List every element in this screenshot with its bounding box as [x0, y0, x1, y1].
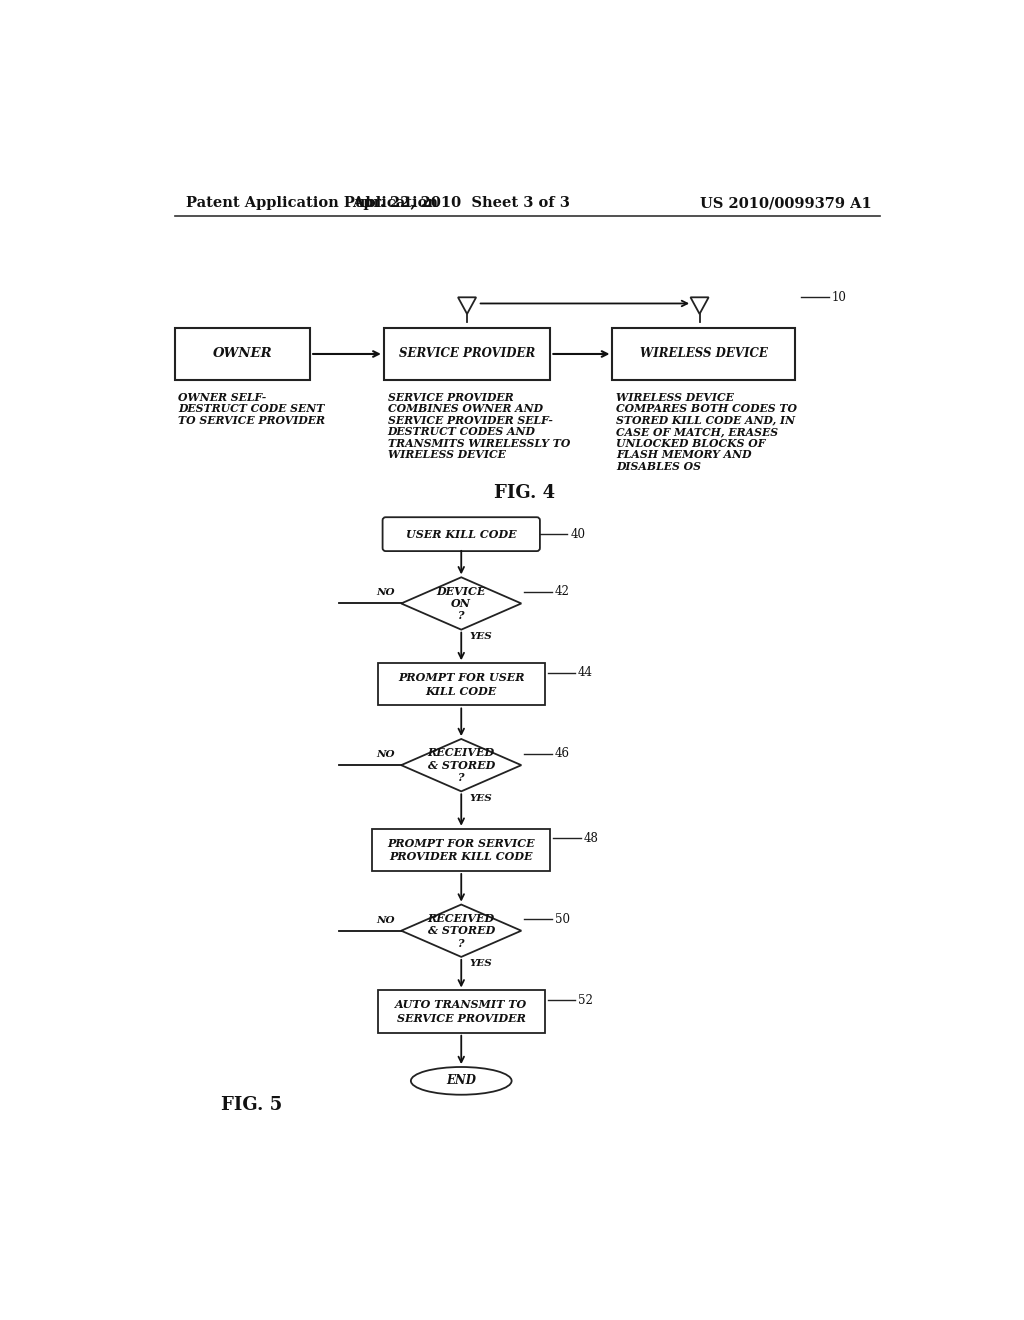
Text: WIRELESS DEVICE: WIRELESS DEVICE — [388, 449, 506, 461]
FancyBboxPatch shape — [383, 517, 540, 552]
Text: FIG. 5: FIG. 5 — [221, 1096, 283, 1114]
Text: Apr. 22, 2010  Sheet 3 of 3: Apr. 22, 2010 Sheet 3 of 3 — [352, 197, 570, 210]
Text: DISABLES OS: DISABLES OS — [616, 461, 701, 473]
Text: SERVICE PROVIDER SELF-: SERVICE PROVIDER SELF- — [388, 414, 553, 426]
Text: YES: YES — [469, 960, 492, 968]
Text: 50: 50 — [555, 912, 569, 925]
Text: FIG. 4: FIG. 4 — [495, 484, 555, 502]
Text: FLASH MEMORY AND: FLASH MEMORY AND — [616, 449, 752, 461]
Text: 48: 48 — [584, 832, 599, 845]
Text: STORED KILL CODE AND, IN: STORED KILL CODE AND, IN — [616, 414, 796, 426]
Ellipse shape — [411, 1067, 512, 1094]
Text: 52: 52 — [578, 994, 593, 1007]
Text: UNLOCKED BLOCKS OF: UNLOCKED BLOCKS OF — [616, 438, 766, 449]
Text: NO: NO — [377, 916, 395, 924]
Bar — [384, 327, 550, 380]
Text: OWNER SELF-: OWNER SELF- — [178, 392, 266, 403]
Text: COMBINES OWNER AND: COMBINES OWNER AND — [388, 404, 543, 414]
Text: CASE OF MATCH, ERASES: CASE OF MATCH, ERASES — [616, 426, 778, 437]
Bar — [174, 327, 310, 380]
Text: PROMPT FOR USER
KILL CODE: PROMPT FOR USER KILL CODE — [398, 672, 524, 697]
Bar — [612, 327, 795, 380]
Text: WIRELESS DEVICE: WIRELESS DEVICE — [640, 347, 767, 360]
Text: DESTRUCT CODES AND: DESTRUCT CODES AND — [388, 426, 536, 437]
Bar — [378, 990, 545, 1032]
Text: TRANSMITS WIRELESSLY TO: TRANSMITS WIRELESSLY TO — [388, 438, 570, 449]
Bar — [378, 663, 545, 705]
Text: YES: YES — [469, 632, 492, 642]
Text: 46: 46 — [555, 747, 569, 760]
Text: USER KILL CODE: USER KILL CODE — [406, 529, 516, 540]
Text: AUTO TRANSMIT TO
SERVICE PROVIDER: AUTO TRANSMIT TO SERVICE PROVIDER — [395, 999, 527, 1024]
Text: Patent Application Publication: Patent Application Publication — [186, 197, 438, 210]
Text: YES: YES — [469, 793, 492, 803]
Text: 44: 44 — [578, 667, 593, 680]
Text: SERVICE PROVIDER: SERVICE PROVIDER — [388, 392, 513, 403]
Text: RECEIVED
& STORED
?: RECEIVED & STORED ? — [428, 747, 495, 783]
Text: PROMPT FOR SERVICE
PROVIDER KILL CODE: PROMPT FOR SERVICE PROVIDER KILL CODE — [387, 837, 536, 862]
Text: SERVICE PROVIDER: SERVICE PROVIDER — [399, 347, 536, 360]
Text: US 2010/0099379 A1: US 2010/0099379 A1 — [700, 197, 872, 210]
Text: 40: 40 — [570, 528, 585, 541]
Text: WIRELESS DEVICE: WIRELESS DEVICE — [616, 392, 734, 403]
Text: DEVICE
ON
?: DEVICE ON ? — [436, 586, 486, 622]
Text: 10: 10 — [831, 290, 847, 304]
Text: RECEIVED
& STORED
?: RECEIVED & STORED ? — [428, 913, 495, 949]
Text: NO: NO — [377, 589, 395, 597]
Text: NO: NO — [377, 750, 395, 759]
Text: DESTRUCT CODE SENT: DESTRUCT CODE SENT — [178, 404, 325, 414]
Bar — [372, 829, 550, 871]
Text: OWNER: OWNER — [213, 347, 272, 360]
Text: END: END — [446, 1074, 476, 1088]
Text: 42: 42 — [555, 585, 569, 598]
Text: COMPARES BOTH CODES TO: COMPARES BOTH CODES TO — [616, 404, 798, 414]
Text: TO SERVICE PROVIDER: TO SERVICE PROVIDER — [178, 414, 326, 426]
